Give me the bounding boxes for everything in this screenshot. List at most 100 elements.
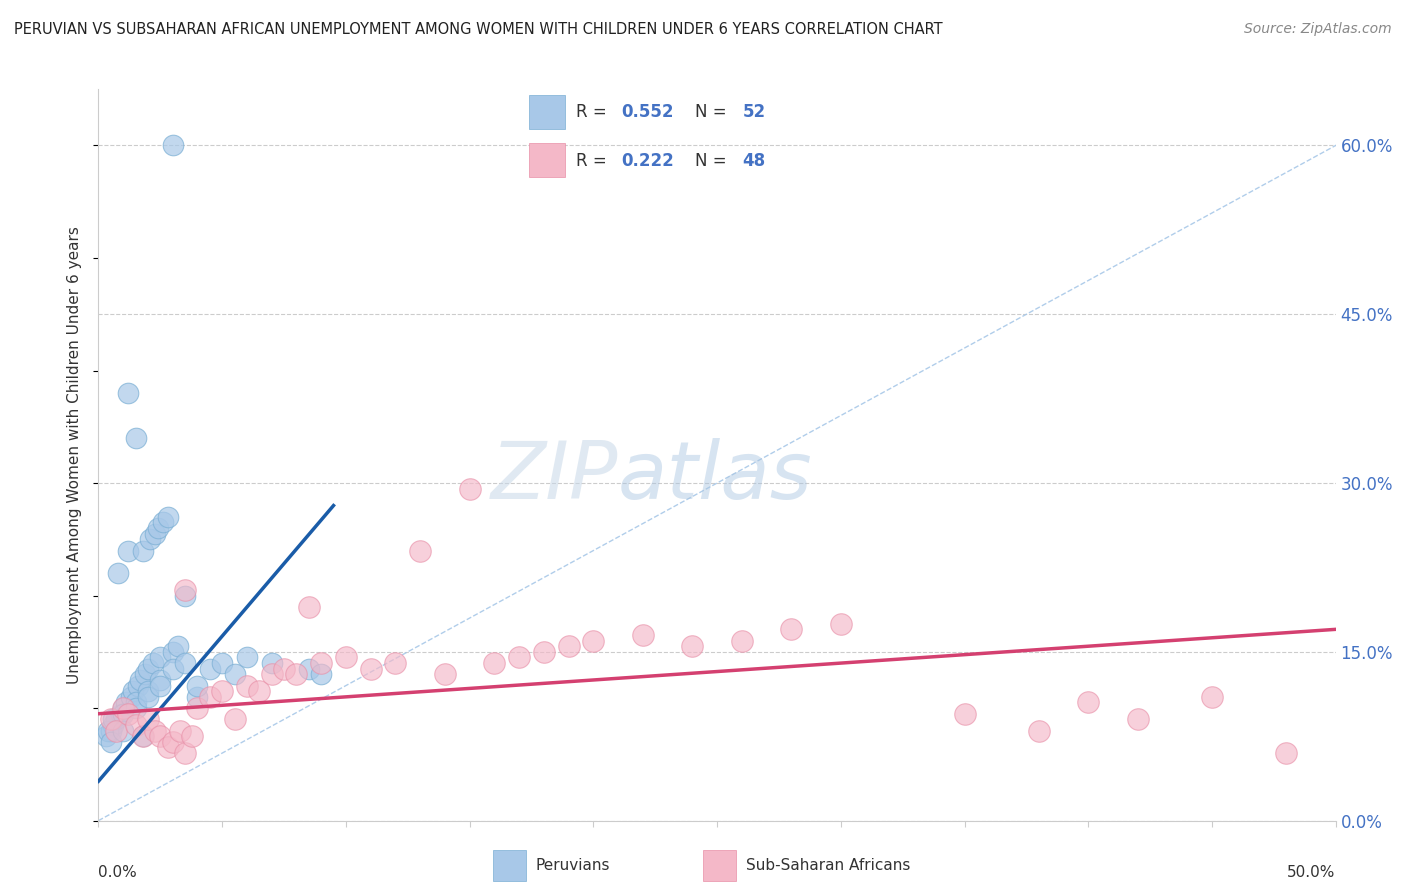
Point [1028,723,1050,738]
Point [236,679,259,693]
Point [181,729,204,743]
Point [156,509,179,524]
Point [169,723,191,738]
Point [224,712,246,726]
Point [162,662,184,676]
Point [112,723,135,738]
Point [309,667,332,681]
Point [236,650,259,665]
Point [114,696,136,710]
Point [100,712,122,726]
Point [149,673,172,687]
Point [136,712,159,726]
Point [142,656,165,670]
Point [166,639,188,653]
Point [260,656,283,670]
Point [533,645,555,659]
Bar [529,95,565,128]
Bar [529,144,565,177]
Point [134,667,156,681]
Point [162,138,184,153]
Text: N =: N = [695,152,731,169]
Point [186,679,208,693]
Point [100,735,122,749]
Text: 52: 52 [742,103,765,121]
Point [174,589,197,603]
Point [97,723,120,738]
Point [186,701,208,715]
Point [103,718,125,732]
Text: R =: R = [576,152,613,169]
Point [557,639,579,653]
Point [484,656,506,670]
Point [112,701,135,715]
Point [143,526,166,541]
Point [174,746,197,760]
Text: Source: ZipAtlas.com: Source: ZipAtlas.com [1244,22,1392,37]
Point [285,667,308,681]
Point [409,543,432,558]
Point [731,633,754,648]
Point [780,623,803,637]
Point [1275,746,1298,760]
Text: R =: R = [576,103,613,121]
Point [174,582,197,597]
Point [433,667,456,681]
Y-axis label: Unemployment Among Women with Children Under 6 years: Unemployment Among Women with Children U… [67,226,83,684]
Point [136,690,159,704]
Bar [492,849,526,881]
Point [298,662,321,676]
Point [631,628,654,642]
Point [94,729,117,743]
Point [127,679,149,693]
Point [211,684,233,698]
Point [124,696,146,710]
Text: 48: 48 [742,152,765,169]
Text: Sub-Saharan Africans: Sub-Saharan Africans [747,858,911,872]
Point [104,723,127,738]
Point [508,650,530,665]
Text: atlas: atlas [619,438,813,516]
Point [132,729,155,743]
Point [1126,712,1149,726]
Point [830,616,852,631]
Point [152,516,174,530]
Point [224,667,246,681]
Point [681,639,703,653]
Point [953,706,976,721]
Point [117,543,139,558]
Point [149,679,172,693]
Point [309,656,332,670]
Point [143,723,166,738]
Text: PERUVIAN VS SUBSAHARAN AFRICAN UNEMPLOYMENT AMONG WOMEN WITH CHILDREN UNDER 6 YE: PERUVIAN VS SUBSAHARAN AFRICAN UNEMPLOYM… [14,22,942,37]
Point [117,706,139,721]
Text: Peruvians: Peruvians [536,858,610,872]
Point [211,656,233,670]
Text: 0.552: 0.552 [621,103,673,121]
Point [260,667,283,681]
Point [132,729,155,743]
Point [124,718,146,732]
Point [360,662,382,676]
Point [247,684,270,698]
Point [149,729,172,743]
Point [120,690,142,704]
Point [298,599,321,614]
Point [117,386,139,401]
Point [335,650,357,665]
Point [156,740,179,755]
Point [110,706,132,721]
Point [186,690,208,704]
Point [122,684,145,698]
Text: 50.0%: 50.0% [1288,864,1336,880]
Point [1077,696,1099,710]
Point [162,645,184,659]
Point [458,482,481,496]
Point [103,712,125,726]
Text: 0.222: 0.222 [621,152,675,169]
Point [384,656,406,670]
Point [112,701,135,715]
Point [100,723,122,738]
Text: N =: N = [695,103,731,121]
Point [136,684,159,698]
